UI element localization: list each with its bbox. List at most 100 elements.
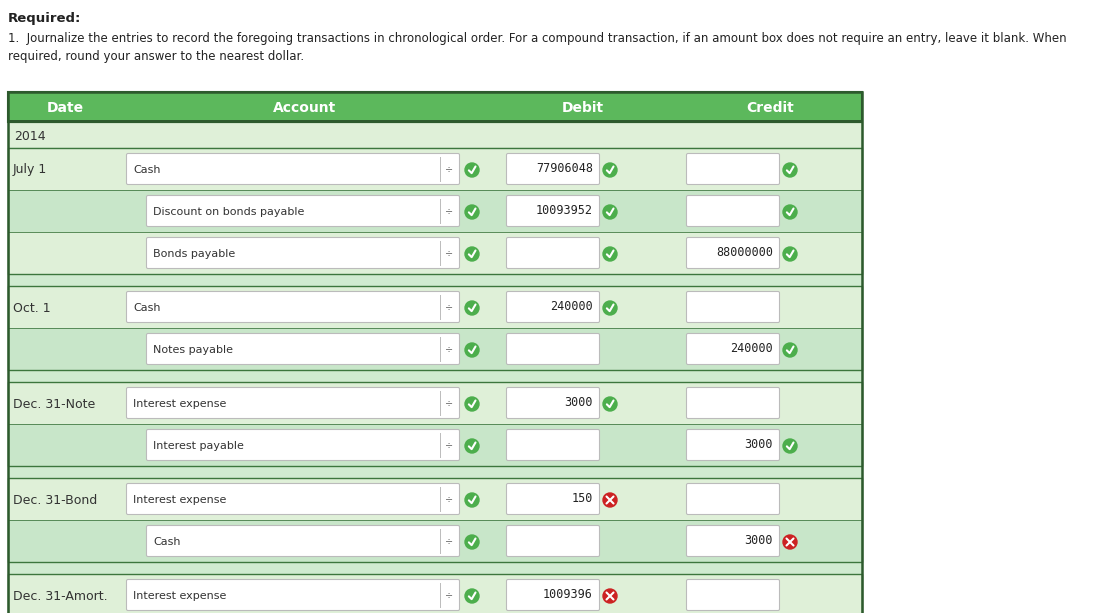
FancyBboxPatch shape (507, 237, 599, 268)
FancyBboxPatch shape (507, 333, 599, 365)
Text: Interest expense: Interest expense (133, 495, 226, 505)
Bar (8, 92, 862, 122)
Circle shape (465, 205, 479, 219)
Bar (8, 520, 862, 562)
Text: Interest expense: Interest expense (133, 591, 226, 601)
Text: Interest expense: Interest expense (133, 399, 226, 409)
FancyBboxPatch shape (507, 579, 599, 611)
Bar (8, 120, 862, 123)
Text: Debit: Debit (561, 101, 604, 115)
Text: Cash: Cash (133, 165, 160, 175)
Circle shape (465, 493, 479, 507)
Bar (8, 190, 862, 232)
FancyBboxPatch shape (147, 237, 459, 268)
Bar (8, 382, 862, 466)
FancyBboxPatch shape (686, 387, 780, 419)
Text: Notes payable: Notes payable (153, 345, 233, 355)
Text: 150: 150 (571, 492, 593, 506)
FancyBboxPatch shape (686, 430, 780, 460)
Bar (8, 424, 862, 466)
Text: Cash: Cash (153, 537, 180, 547)
Text: 88000000: 88000000 (716, 246, 773, 259)
Text: Interest payable: Interest payable (153, 441, 244, 451)
Text: 240000: 240000 (731, 343, 773, 356)
FancyBboxPatch shape (686, 292, 780, 322)
Text: 1009396: 1009396 (544, 588, 593, 601)
FancyBboxPatch shape (686, 196, 780, 226)
FancyBboxPatch shape (507, 387, 599, 419)
FancyBboxPatch shape (686, 579, 780, 611)
FancyBboxPatch shape (147, 196, 459, 226)
Text: 3000: 3000 (744, 438, 773, 452)
Circle shape (603, 493, 617, 507)
FancyBboxPatch shape (686, 484, 780, 514)
Circle shape (783, 247, 797, 261)
Text: 3000: 3000 (744, 535, 773, 547)
Bar (8, 328, 862, 370)
Text: ÷: ÷ (444, 164, 453, 174)
Circle shape (783, 535, 797, 549)
Bar (8, 274, 862, 286)
Circle shape (465, 301, 479, 315)
Bar (8, 286, 862, 370)
FancyBboxPatch shape (507, 525, 599, 557)
Text: Oct. 1: Oct. 1 (13, 302, 50, 314)
Text: 240000: 240000 (550, 300, 593, 313)
FancyBboxPatch shape (507, 153, 599, 185)
Text: July 1: July 1 (13, 164, 47, 177)
Text: Dec. 31-Bond: Dec. 31-Bond (13, 493, 97, 506)
Circle shape (465, 439, 479, 453)
Bar (8, 286, 862, 328)
Text: Credit: Credit (746, 101, 794, 115)
Text: Required:: Required: (8, 12, 81, 25)
Circle shape (465, 343, 479, 357)
Text: ÷: ÷ (444, 398, 453, 408)
FancyBboxPatch shape (147, 525, 459, 557)
Bar (8, 122, 862, 148)
FancyBboxPatch shape (147, 430, 459, 460)
Circle shape (603, 163, 617, 177)
Circle shape (783, 205, 797, 219)
Bar (8, 562, 862, 574)
FancyBboxPatch shape (507, 430, 599, 460)
Text: required, round your answer to the nearest dollar.: required, round your answer to the neare… (8, 50, 304, 63)
Circle shape (465, 589, 479, 603)
Bar (8, 478, 862, 562)
Text: ÷: ÷ (444, 536, 453, 546)
Circle shape (603, 205, 617, 219)
Circle shape (465, 535, 479, 549)
FancyBboxPatch shape (127, 579, 459, 611)
Circle shape (603, 301, 617, 315)
Text: 3000: 3000 (565, 397, 593, 409)
FancyBboxPatch shape (127, 292, 459, 322)
FancyBboxPatch shape (686, 333, 780, 365)
Bar (8, 574, 862, 613)
FancyBboxPatch shape (507, 196, 599, 226)
Circle shape (783, 163, 797, 177)
Text: 1.  Journalize the entries to record the foregoing transactions in chronological: 1. Journalize the entries to record the … (8, 32, 1066, 45)
FancyBboxPatch shape (127, 153, 459, 185)
FancyBboxPatch shape (147, 333, 459, 365)
Text: Dec. 31-Amort.: Dec. 31-Amort. (13, 590, 108, 603)
Circle shape (465, 247, 479, 261)
FancyBboxPatch shape (507, 484, 599, 514)
Circle shape (783, 439, 797, 453)
Circle shape (465, 163, 479, 177)
Text: Date: Date (47, 101, 84, 115)
Text: ÷: ÷ (444, 206, 453, 216)
Bar (8, 370, 862, 382)
Circle shape (603, 589, 617, 603)
Text: ÷: ÷ (444, 494, 453, 504)
Text: 77906048: 77906048 (536, 162, 593, 175)
FancyBboxPatch shape (686, 525, 780, 557)
Bar (8, 232, 862, 274)
Text: Cash: Cash (133, 303, 160, 313)
FancyBboxPatch shape (686, 153, 780, 185)
FancyBboxPatch shape (127, 484, 459, 514)
Bar (8, 92, 862, 613)
Text: Dec. 31-Note: Dec. 31-Note (13, 397, 96, 411)
Circle shape (603, 397, 617, 411)
Bar (8, 148, 862, 274)
Text: Discount on bonds payable: Discount on bonds payable (153, 207, 304, 217)
FancyBboxPatch shape (507, 292, 599, 322)
